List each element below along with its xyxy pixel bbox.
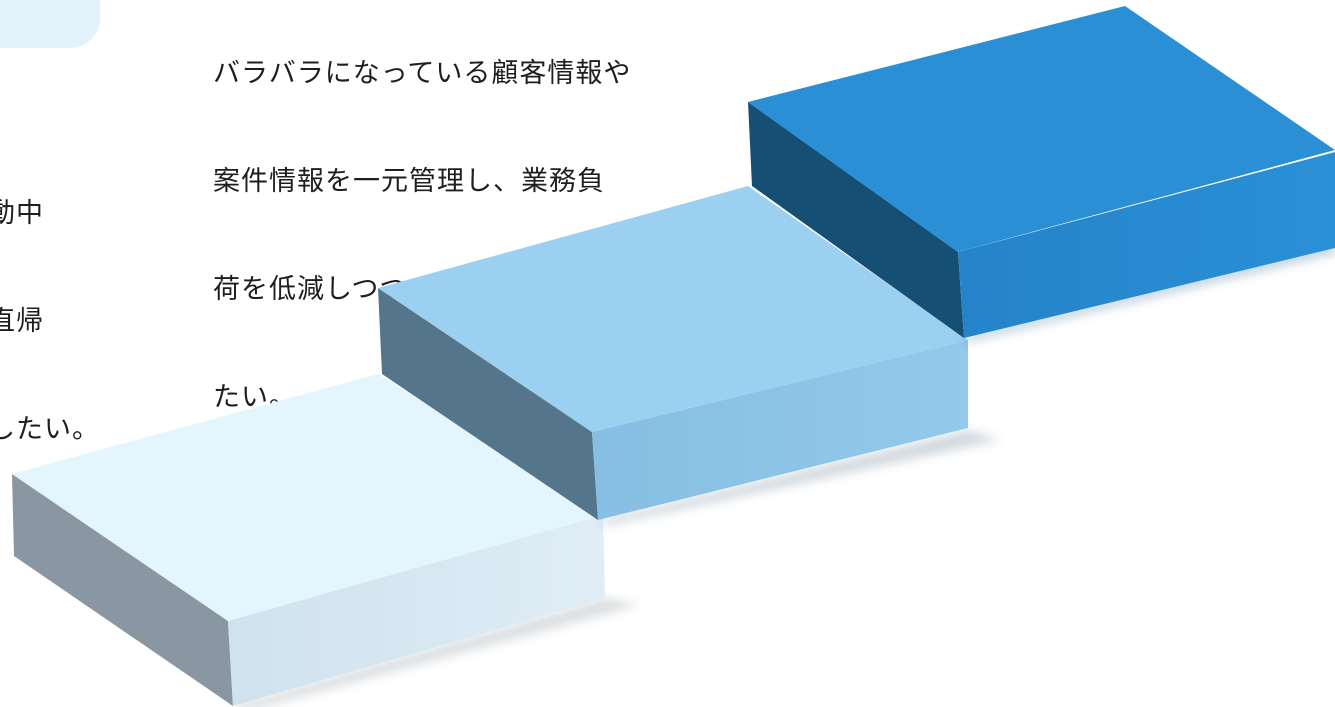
step-1-top (12, 374, 603, 621)
step-1-side (12, 474, 233, 706)
step-2-description-line: 案件情報を一元管理し、業務負 (213, 166, 605, 197)
step-2-block (378, 186, 1000, 526)
step-3-side (748, 102, 964, 338)
step-3-block (748, 6, 1335, 342)
step-2-side (378, 288, 598, 520)
step-2-front (592, 340, 968, 520)
callout-bubble (0, 0, 100, 48)
step-2-top (378, 186, 968, 432)
step-1-description-line: 動中 (0, 198, 44, 229)
step-2-description-line: バラバラになっている顧客情報や (213, 58, 632, 89)
step-1-block (12, 374, 640, 707)
step-1-description-line: したい。 (0, 414, 100, 445)
step-3-top (748, 6, 1335, 252)
step-1-description: 動中 直帰 したい。 (0, 124, 100, 484)
step-1-front (228, 515, 605, 706)
step-1-description-line: 直帰 (0, 306, 44, 337)
step-3-front (958, 152, 1335, 338)
